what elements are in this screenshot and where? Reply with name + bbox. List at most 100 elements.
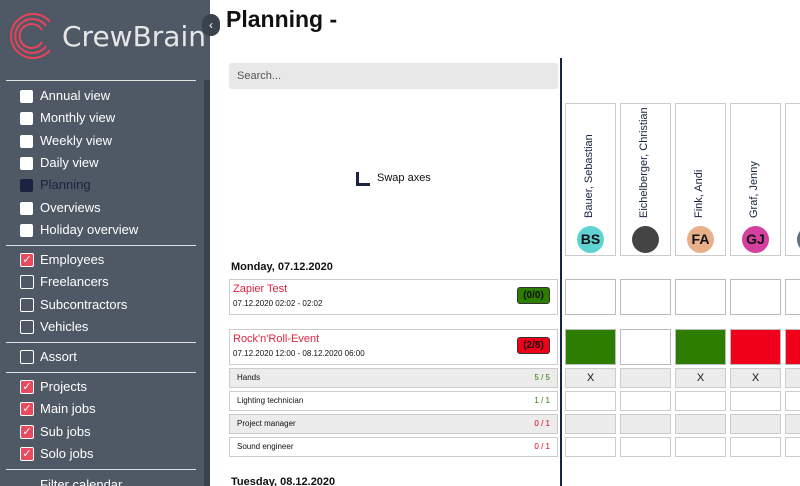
filter-label[interactable]: Sub jobs bbox=[40, 423, 91, 439]
page-title: Planning - bbox=[226, 6, 338, 32]
checkbox[interactable]: ✓ bbox=[20, 253, 34, 267]
menu-item[interactable]: Monthly view bbox=[40, 110, 116, 126]
avatar: K bbox=[797, 226, 800, 253]
role-cell[interactable] bbox=[565, 414, 616, 434]
day-header: Monday, 07.12.2020 bbox=[231, 261, 333, 273]
role-cell[interactable] bbox=[785, 368, 800, 388]
role-cell[interactable] bbox=[730, 414, 781, 434]
menu-icon bbox=[20, 223, 33, 237]
avatar bbox=[632, 226, 659, 253]
role-count: 0 / 1 bbox=[534, 442, 550, 451]
checkbox[interactable] bbox=[20, 275, 34, 290]
role-cell[interactable] bbox=[565, 391, 616, 411]
menu-item[interactable]: Filter calendar bbox=[40, 477, 123, 486]
search-input[interactable]: Search... bbox=[229, 63, 558, 89]
checkbox[interactable] bbox=[20, 350, 34, 364]
event-row[interactable] bbox=[229, 279, 558, 315]
checkbox[interactable]: ✓ bbox=[20, 380, 34, 394]
filter-label[interactable]: Employees bbox=[40, 252, 105, 267]
event-row[interactable] bbox=[229, 329, 558, 365]
menu-item[interactable]: Annual view bbox=[40, 88, 111, 103]
checkbox[interactable]: ✓ bbox=[20, 424, 34, 439]
filter-label[interactable]: Main jobs bbox=[40, 401, 96, 417]
role-name: Project manager bbox=[237, 419, 296, 428]
menu-item[interactable]: Daily view bbox=[40, 154, 99, 170]
role-row bbox=[229, 414, 558, 434]
role-name: Hands bbox=[237, 373, 261, 382]
person-name: Eichelberger, Christian bbox=[638, 107, 650, 218]
filter-label[interactable]: Assort bbox=[40, 349, 77, 364]
role-cell[interactable] bbox=[730, 391, 781, 411]
role-cell[interactable] bbox=[620, 368, 671, 388]
filter-label[interactable]: Vehicles bbox=[40, 318, 89, 334]
event-cell[interactable] bbox=[565, 279, 616, 315]
event-time: 07.12.2020 12:00 - 08.12.2020 06:00 bbox=[233, 349, 365, 358]
checkbox[interactable]: ✓ bbox=[20, 402, 34, 417]
scrollbar bbox=[204, 80, 210, 486]
divider bbox=[6, 245, 196, 246]
person-header bbox=[620, 103, 671, 256]
role-cell[interactable] bbox=[675, 437, 726, 457]
role-cell[interactable] bbox=[785, 414, 800, 434]
menu-icon bbox=[20, 156, 33, 170]
event-cell[interactable] bbox=[730, 279, 781, 315]
filter-label[interactable]: Freelancers bbox=[40, 274, 109, 290]
event-cell[interactable] bbox=[675, 279, 726, 315]
event-cell[interactable] bbox=[620, 279, 671, 315]
menu-item[interactable]: Planning bbox=[40, 177, 91, 193]
menu-icon bbox=[20, 112, 33, 126]
divider bbox=[560, 58, 562, 486]
role-cell[interactable] bbox=[565, 437, 616, 457]
role-row bbox=[229, 437, 558, 457]
avatar: GJ bbox=[742, 226, 769, 253]
avatar: FA bbox=[687, 226, 714, 253]
role-cell[interactable]: X bbox=[675, 368, 726, 388]
person-header bbox=[565, 103, 616, 256]
role-cell[interactable] bbox=[675, 414, 726, 434]
event-cell[interactable] bbox=[785, 279, 800, 315]
filter-label[interactable]: Subcontractors bbox=[40, 296, 128, 312]
person-name: Bauer, Sebastian bbox=[583, 134, 595, 218]
event-badge: (2/8) bbox=[517, 337, 550, 354]
filter-label[interactable]: Projects bbox=[40, 379, 87, 394]
filter-label[interactable]: Solo jobs bbox=[40, 445, 94, 461]
logo-text: CrewBrain bbox=[62, 20, 206, 53]
person-header bbox=[675, 103, 726, 256]
role-cell[interactable] bbox=[675, 391, 726, 411]
menu-icon bbox=[20, 201, 33, 215]
divider bbox=[6, 469, 196, 470]
checkbox[interactable] bbox=[20, 319, 34, 334]
role-cell[interactable] bbox=[620, 391, 671, 411]
role-cell[interactable]: X bbox=[565, 368, 616, 388]
event-cell[interactable] bbox=[565, 329, 616, 365]
role-name: Lighting technician bbox=[237, 396, 304, 405]
swap-axes[interactable]: Swap axes bbox=[377, 172, 431, 184]
avatar: BS bbox=[577, 226, 604, 253]
event-title[interactable]: Rock'n'Roll-Event bbox=[233, 333, 320, 345]
event-cell[interactable] bbox=[620, 329, 671, 365]
role-cell[interactable] bbox=[620, 437, 671, 457]
role-count: 1 / 1 bbox=[534, 396, 550, 405]
checkbox[interactable] bbox=[20, 297, 34, 312]
menu-icon bbox=[20, 90, 33, 103]
event-cell[interactable] bbox=[785, 329, 800, 365]
role-cell[interactable] bbox=[620, 414, 671, 434]
event-cell[interactable] bbox=[730, 329, 781, 365]
role-count: 5 / 5 bbox=[534, 373, 550, 382]
checkbox[interactable]: ✓ bbox=[20, 446, 34, 461]
person-header bbox=[730, 103, 781, 256]
menu-item[interactable]: Weekly view bbox=[40, 132, 113, 148]
collapse-toggle[interactable]: ‹ bbox=[202, 14, 220, 36]
role-cell[interactable] bbox=[730, 437, 781, 457]
person-name: Graf, Jenny bbox=[748, 161, 760, 218]
menu-item[interactable]: Holiday overview bbox=[40, 221, 139, 237]
role-cell[interactable] bbox=[785, 437, 800, 457]
event-title[interactable]: Zapier Test bbox=[233, 283, 288, 295]
role-cell[interactable]: X bbox=[730, 368, 781, 388]
divider bbox=[6, 372, 196, 373]
swap-icon bbox=[356, 172, 370, 186]
role-cell[interactable] bbox=[785, 391, 800, 411]
menu-item[interactable]: Overviews bbox=[40, 199, 101, 215]
event-cell[interactable] bbox=[675, 329, 726, 365]
